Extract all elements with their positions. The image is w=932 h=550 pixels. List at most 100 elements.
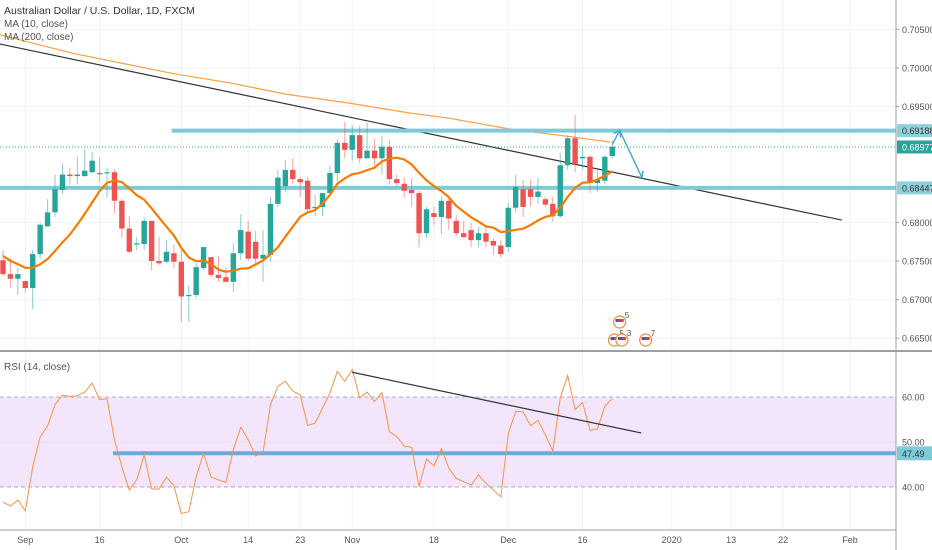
flag-canton (615, 319, 620, 322)
candle-body (252, 241, 259, 259)
symbol-title: Australian Dollar / U.S. Dollar, 1D, FXC… (4, 5, 195, 17)
candle (483, 227, 489, 248)
candle-body (564, 138, 571, 166)
economic-event-flag-icon[interactable]: 3 (615, 329, 632, 347)
candle-body (512, 186, 519, 208)
candle-body (401, 183, 407, 191)
price-tick-label: 0.69500 (902, 102, 932, 112)
candle-body (342, 142, 348, 150)
ma200-legend[interactable]: MA (200, close) (4, 32, 74, 43)
candle (564, 135, 571, 170)
candle (186, 285, 192, 322)
candle-body (542, 199, 549, 205)
ma200-line (0, 34, 611, 143)
candle (37, 223, 43, 259)
candle-body (386, 146, 393, 180)
candle-body (59, 174, 66, 190)
event-count: 3 (627, 329, 632, 338)
candle (252, 230, 259, 265)
candle (527, 179, 534, 207)
time-tick-label: 22 (778, 535, 788, 545)
candle-body (594, 179, 601, 184)
candle (245, 220, 251, 261)
candle-body (171, 253, 177, 262)
candle (22, 281, 28, 293)
rsi-tick-label: 50.00 (902, 438, 925, 448)
rsi-current-label: 47.49 (902, 449, 925, 459)
candle-body (245, 231, 251, 259)
candle-body (312, 206, 318, 209)
candle-body (327, 172, 333, 194)
candle-body (52, 189, 58, 213)
candle-body (431, 213, 437, 217)
candle-body (156, 261, 162, 264)
candle-body (267, 203, 274, 255)
candle (356, 125, 363, 163)
flag-canton (641, 337, 646, 340)
candles (0, 115, 615, 322)
arrowhead-icon (636, 170, 644, 179)
candle (327, 166, 333, 194)
candle-body (74, 174, 80, 177)
time-tick-label: 14 (243, 535, 253, 545)
candle-body (550, 203, 556, 217)
candle (208, 257, 214, 278)
candle (111, 169, 118, 214)
candle-body (200, 247, 207, 268)
candle (7, 258, 14, 288)
candle-body (349, 135, 355, 150)
candle-body (0, 260, 6, 275)
rsi-trendline[interactable] (352, 371, 642, 434)
candle (579, 146, 586, 170)
candle (587, 155, 593, 194)
candle-body (334, 142, 341, 173)
candle-body (364, 150, 370, 159)
price-tick-label: 0.67500 (902, 257, 932, 267)
candle (193, 263, 199, 299)
candle (171, 244, 177, 268)
candle (67, 167, 73, 185)
candle (505, 203, 511, 252)
time-tick-label: 23 (295, 535, 305, 545)
candle-body (89, 160, 95, 173)
candle-body (178, 261, 185, 297)
candle (134, 237, 140, 251)
candle-body (67, 174, 73, 177)
candle (304, 176, 311, 214)
candle-body (208, 257, 214, 275)
candle (267, 196, 274, 262)
candle-body (453, 220, 459, 234)
candle (74, 156, 80, 185)
time-tick-label: Feb (842, 535, 858, 545)
candle-body (416, 193, 422, 234)
candle-body (275, 177, 281, 204)
projection-arrow[interactable] (611, 128, 643, 178)
candle (371, 139, 378, 167)
candle-body (134, 243, 140, 245)
candle-body (223, 277, 229, 282)
candle-body (148, 220, 155, 261)
economic-event-flag-icon[interactable]: 5 (613, 311, 630, 329)
candle-body (290, 169, 296, 180)
economic-event-flag-icon[interactable]: 7 (639, 329, 656, 347)
support-level-badge (897, 181, 932, 195)
candle (30, 250, 36, 309)
last-price-label: 0.68977 (902, 142, 932, 152)
candle (394, 174, 400, 187)
ma10-legend[interactable]: MA (10, close) (4, 19, 68, 30)
candle-body (163, 251, 170, 262)
rsi-legend: RSI (14, close) (4, 361, 70, 374)
candle-body (498, 245, 504, 255)
candle-body (446, 200, 452, 219)
price-tick-label: 0.67000 (902, 295, 932, 305)
rsi-title[interactable]: RSI (14, close) (4, 362, 71, 373)
candle (0, 250, 6, 276)
candle-body (483, 233, 489, 242)
candle (572, 115, 578, 173)
candle-body (527, 189, 534, 197)
candle-body (423, 209, 430, 234)
time-tick-label: 16 (578, 535, 588, 545)
candle (512, 174, 519, 213)
candle-body (408, 189, 415, 194)
